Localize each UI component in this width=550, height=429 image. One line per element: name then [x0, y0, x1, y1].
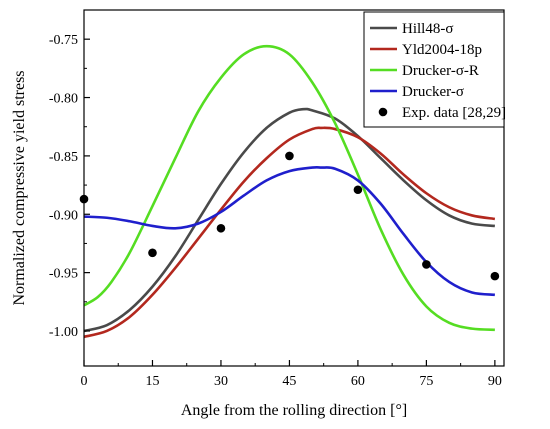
x-tick-label: 15 — [145, 374, 159, 389]
x-axis-title: Angle from the rolling direction [°] — [181, 402, 407, 419]
axis-layer: 0 15 30 45 60 75 90 -1.00 -0.95 -0.90 -0.85 -0.80 -0… — [49, 33, 502, 389]
x-tick-label: 75 — [419, 374, 433, 389]
y-tick-label: -1.00 — [49, 325, 78, 340]
x-tick-label: 90 — [488, 374, 502, 389]
exp-data-point — [285, 151, 294, 161]
legend-label: Drucker-σ-R — [402, 63, 479, 79]
y-tick-label: -0.80 — [49, 92, 78, 107]
exp-data-point — [353, 185, 363, 195]
y-tick-label: -0.95 — [49, 267, 78, 282]
scatter-layer — [79, 151, 500, 281]
y-axis-title: Normalized compressive yield stress — [11, 70, 28, 305]
x-tick-label: 30 — [214, 374, 228, 389]
series-line-3 — [83, 165, 496, 297]
y-tick-label: -0.75 — [49, 33, 78, 48]
x-tick-label: 45 — [282, 374, 296, 389]
legend-label: Exp. data [28,29] — [402, 105, 506, 121]
exp-data-point — [148, 248, 157, 258]
exp-data-point — [490, 271, 500, 281]
legend-swatch — [378, 107, 388, 117]
plot-frame — [83, 9, 505, 367]
legend-label: Yld2004-18p — [402, 42, 482, 58]
series-layer — [83, 44, 496, 339]
series-line-1 — [83, 126, 496, 339]
series-line-0 — [83, 107, 495, 333]
x-tick-label: 60 — [351, 374, 365, 389]
legend-label: Drucker-σ — [402, 84, 464, 100]
exp-data-point — [216, 223, 226, 233]
y-tick-label: -0.90 — [49, 208, 78, 223]
legend-label: Hill48-σ — [402, 21, 453, 37]
exp-data-point — [422, 260, 431, 269]
x-tick-label: 0 — [81, 374, 88, 389]
legend: Hill48-σ Yld2004-18p Drucker-σ-R Drucker-σ E… — [363, 11, 506, 128]
series-line-2 — [83, 44, 495, 332]
y-tick-label: -0.85 — [49, 150, 78, 165]
